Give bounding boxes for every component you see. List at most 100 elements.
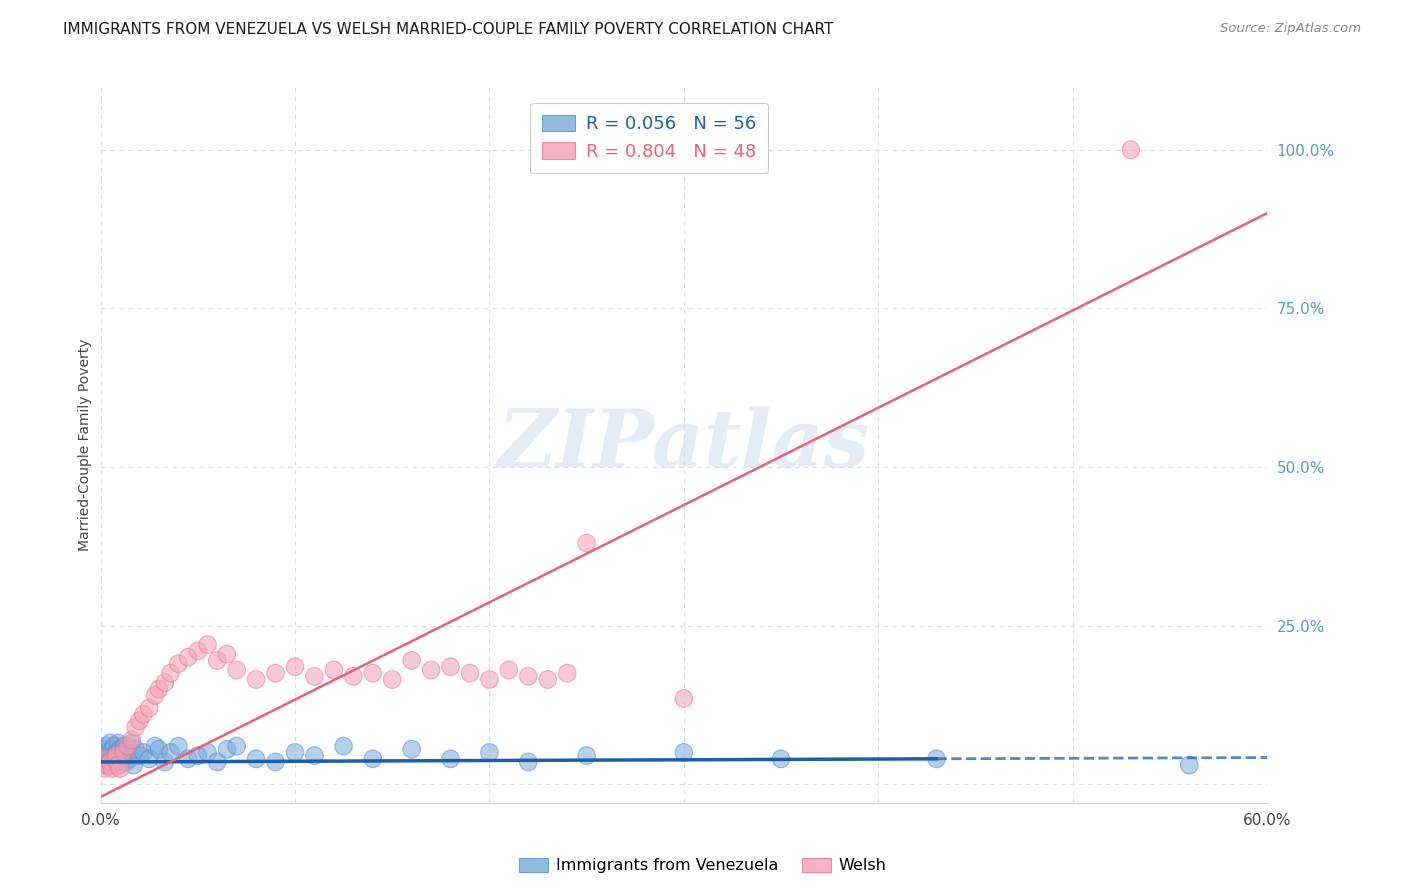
Ellipse shape	[131, 747, 148, 764]
Ellipse shape	[100, 756, 117, 774]
Ellipse shape	[105, 750, 122, 768]
Ellipse shape	[107, 747, 125, 764]
Ellipse shape	[578, 747, 595, 764]
Ellipse shape	[218, 645, 236, 663]
Ellipse shape	[180, 750, 197, 768]
Ellipse shape	[344, 667, 363, 685]
Ellipse shape	[325, 661, 343, 679]
Ellipse shape	[120, 744, 136, 762]
Ellipse shape	[111, 740, 129, 758]
Ellipse shape	[162, 744, 180, 762]
Ellipse shape	[125, 756, 142, 774]
Ellipse shape	[94, 753, 111, 771]
Ellipse shape	[156, 673, 173, 691]
Ellipse shape	[107, 744, 125, 762]
Ellipse shape	[162, 665, 180, 682]
Ellipse shape	[101, 750, 120, 768]
Ellipse shape	[384, 671, 401, 689]
Ellipse shape	[218, 740, 236, 758]
Ellipse shape	[131, 712, 148, 730]
Ellipse shape	[115, 744, 132, 762]
Ellipse shape	[110, 756, 127, 774]
Ellipse shape	[520, 667, 537, 685]
Ellipse shape	[104, 759, 121, 777]
Ellipse shape	[188, 747, 207, 764]
Ellipse shape	[96, 740, 114, 758]
Ellipse shape	[104, 756, 121, 774]
Ellipse shape	[481, 671, 498, 689]
Ellipse shape	[107, 753, 125, 771]
Ellipse shape	[305, 667, 323, 685]
Ellipse shape	[558, 665, 576, 682]
Ellipse shape	[198, 636, 217, 654]
Ellipse shape	[101, 753, 120, 771]
Ellipse shape	[228, 661, 246, 679]
Ellipse shape	[188, 642, 207, 660]
Ellipse shape	[96, 759, 114, 777]
Ellipse shape	[114, 747, 131, 764]
Ellipse shape	[501, 661, 517, 679]
Ellipse shape	[111, 756, 129, 774]
Ellipse shape	[364, 665, 381, 682]
Ellipse shape	[146, 687, 163, 705]
Ellipse shape	[404, 651, 420, 669]
Ellipse shape	[146, 738, 163, 755]
Ellipse shape	[120, 738, 136, 755]
Ellipse shape	[94, 756, 111, 774]
Ellipse shape	[105, 747, 122, 764]
Ellipse shape	[141, 699, 157, 717]
Ellipse shape	[122, 731, 141, 748]
Ellipse shape	[170, 738, 187, 755]
Ellipse shape	[520, 753, 537, 771]
Ellipse shape	[97, 738, 115, 755]
Ellipse shape	[305, 747, 323, 764]
Ellipse shape	[117, 753, 135, 771]
Ellipse shape	[104, 740, 121, 758]
Ellipse shape	[96, 750, 114, 768]
Ellipse shape	[247, 671, 264, 689]
Y-axis label: Married-Couple Family Poverty: Married-Couple Family Poverty	[79, 339, 93, 551]
Text: ZIPatlas: ZIPatlas	[498, 406, 870, 483]
Ellipse shape	[121, 750, 139, 768]
Ellipse shape	[441, 658, 460, 676]
Ellipse shape	[267, 665, 284, 682]
Ellipse shape	[110, 750, 127, 768]
Text: Source: ZipAtlas.com: Source: ZipAtlas.com	[1220, 22, 1361, 36]
Legend: R = 0.056   N = 56, R = 0.804   N = 48: R = 0.056 N = 56, R = 0.804 N = 48	[530, 103, 769, 173]
Ellipse shape	[100, 753, 117, 771]
Ellipse shape	[150, 680, 167, 698]
Ellipse shape	[122, 734, 141, 752]
Ellipse shape	[101, 734, 120, 752]
Ellipse shape	[97, 756, 115, 774]
Legend: Immigrants from Venezuela, Welsh: Immigrants from Venezuela, Welsh	[513, 851, 893, 880]
Ellipse shape	[422, 661, 440, 679]
Ellipse shape	[105, 738, 122, 755]
Ellipse shape	[1122, 141, 1140, 159]
Ellipse shape	[404, 740, 420, 758]
Text: IMMIGRANTS FROM VENEZUELA VS WELSH MARRIED-COUPLE FAMILY POVERTY CORRELATION CHA: IMMIGRANTS FROM VENEZUELA VS WELSH MARRI…	[63, 22, 834, 37]
Ellipse shape	[538, 671, 557, 689]
Ellipse shape	[287, 744, 304, 762]
Ellipse shape	[287, 658, 304, 676]
Ellipse shape	[1181, 756, 1198, 774]
Ellipse shape	[928, 750, 945, 768]
Ellipse shape	[675, 744, 693, 762]
Ellipse shape	[198, 744, 217, 762]
Ellipse shape	[247, 750, 264, 768]
Ellipse shape	[228, 738, 246, 755]
Ellipse shape	[127, 740, 145, 758]
Ellipse shape	[115, 738, 132, 755]
Ellipse shape	[208, 753, 226, 771]
Ellipse shape	[127, 718, 145, 736]
Ellipse shape	[481, 744, 498, 762]
Ellipse shape	[156, 753, 173, 771]
Ellipse shape	[100, 744, 117, 762]
Ellipse shape	[110, 734, 127, 752]
Ellipse shape	[267, 753, 284, 771]
Ellipse shape	[150, 740, 167, 758]
Ellipse shape	[675, 690, 693, 707]
Ellipse shape	[141, 750, 157, 768]
Ellipse shape	[208, 651, 226, 669]
Ellipse shape	[772, 750, 790, 768]
Ellipse shape	[135, 744, 152, 762]
